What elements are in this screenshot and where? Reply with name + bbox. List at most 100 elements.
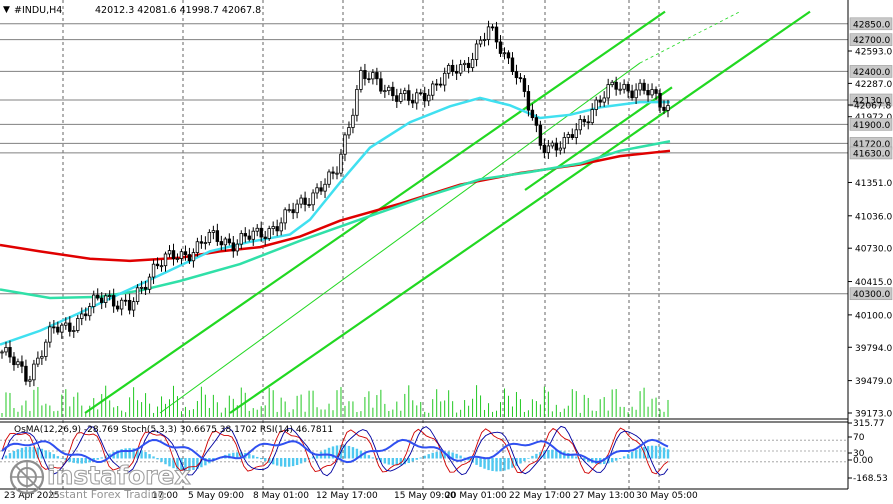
ema-fast-line xyxy=(0,96,670,346)
volume-bar xyxy=(380,389,382,417)
osma-bar xyxy=(411,458,414,462)
trend-median-extension[interactable] xyxy=(639,11,741,64)
indicator-subwindow[interactable] xyxy=(0,425,848,477)
osma-bar xyxy=(610,458,614,463)
candle-body xyxy=(419,92,423,95)
volume-bar xyxy=(13,408,15,417)
price-axis-tick-label: 42593.0 xyxy=(855,48,892,58)
volume-bar xyxy=(388,411,390,417)
candle-body xyxy=(191,252,196,262)
volume-bar xyxy=(456,412,458,417)
channel-inner-line[interactable] xyxy=(524,86,673,191)
osma-bar xyxy=(156,458,159,460)
volume-bar xyxy=(33,389,35,417)
volume-bar xyxy=(180,411,182,417)
candle-body xyxy=(570,134,574,138)
channel-upper-line[interactable] xyxy=(84,10,666,414)
candle-body xyxy=(335,172,339,175)
osma-bar xyxy=(391,458,395,466)
volume-bar xyxy=(145,393,147,417)
candle-body xyxy=(586,121,590,124)
osma-bar xyxy=(120,449,123,459)
volume-bar xyxy=(340,387,342,417)
price-axis-tick-label: 39173.0 xyxy=(855,410,892,420)
osma-bar xyxy=(507,458,510,470)
volume-bar xyxy=(137,400,139,417)
candle-body xyxy=(44,341,48,357)
volume-bar xyxy=(248,410,250,417)
volume-bar xyxy=(149,403,151,417)
volume-bar xyxy=(348,401,350,417)
volume-bar xyxy=(551,411,553,417)
osma-bar xyxy=(283,458,287,467)
volume-bar xyxy=(444,400,446,417)
watermark-tagline: Instant Forex Trading xyxy=(49,488,165,501)
candle-body xyxy=(323,183,327,192)
osma-bar xyxy=(56,456,60,459)
level-label: 40300.0 xyxy=(853,290,890,300)
candle-body xyxy=(562,137,567,149)
rsi-line xyxy=(1,438,669,464)
candle-body xyxy=(327,171,331,185)
menu-arrow-icon[interactable]: ▼ xyxy=(3,5,10,15)
level-label-box xyxy=(849,118,893,131)
candle-body xyxy=(247,235,251,240)
volume-bar xyxy=(555,404,557,417)
time-axis-label: 22 May 17:00 xyxy=(509,491,571,501)
candle-body xyxy=(96,294,100,299)
volume-bar xyxy=(611,389,613,417)
candle-body xyxy=(0,351,4,354)
candle-body xyxy=(638,82,642,91)
chart-header: ▼ #INDU,H4 42012.3 42081.6 41998.7 42067… xyxy=(3,5,261,16)
volume-bar xyxy=(17,411,19,417)
osma-bar xyxy=(72,458,75,463)
osma-bar xyxy=(100,457,103,459)
candle-body xyxy=(602,97,606,103)
volume-bar xyxy=(464,400,466,417)
volume-bar xyxy=(368,391,370,417)
osma-bar xyxy=(347,445,351,459)
price-axis: 42593.042287.041972.041351.041036.040730… xyxy=(848,48,892,420)
volume-bar xyxy=(607,410,609,417)
candle-body xyxy=(411,100,415,104)
volume-bar xyxy=(575,391,577,417)
osma-bar xyxy=(279,458,283,467)
osma-bar xyxy=(451,452,454,459)
trend-median-line[interactable] xyxy=(159,62,641,414)
candle-body xyxy=(28,379,32,382)
volume-bar xyxy=(5,392,7,417)
osma-bar xyxy=(168,458,171,467)
osma-bar xyxy=(662,447,666,459)
trend-channel[interactable] xyxy=(84,10,811,414)
osma-bar xyxy=(44,450,48,459)
volume-bar xyxy=(256,409,258,417)
candle-body xyxy=(610,81,614,86)
volume-bar xyxy=(37,387,39,417)
osma-bar xyxy=(375,458,379,461)
volume-bar xyxy=(168,399,170,417)
candle-body xyxy=(375,72,379,80)
candle-body xyxy=(550,142,555,147)
candle-body xyxy=(606,84,610,99)
time-axis-label: 17:00 xyxy=(152,491,178,501)
volume-bar xyxy=(49,405,51,417)
osma-bar xyxy=(527,458,530,459)
candle-body xyxy=(151,263,156,278)
candle-body xyxy=(263,236,267,239)
osma-bar xyxy=(128,448,131,459)
candle-body xyxy=(159,265,164,268)
candle-body xyxy=(590,109,594,124)
candle-body xyxy=(478,39,483,45)
volume-bar xyxy=(631,406,633,417)
osma-bar xyxy=(311,456,315,459)
osma-bar xyxy=(335,445,339,459)
osma-bar xyxy=(24,447,28,459)
channel-lower-line[interactable] xyxy=(229,10,811,414)
osma-bar xyxy=(595,458,598,464)
volume-bar xyxy=(61,394,63,417)
current-price-marker: 42067.8 xyxy=(848,102,891,112)
candle-body xyxy=(482,39,487,41)
osma-bar xyxy=(275,458,279,466)
volume-bar xyxy=(109,400,111,417)
